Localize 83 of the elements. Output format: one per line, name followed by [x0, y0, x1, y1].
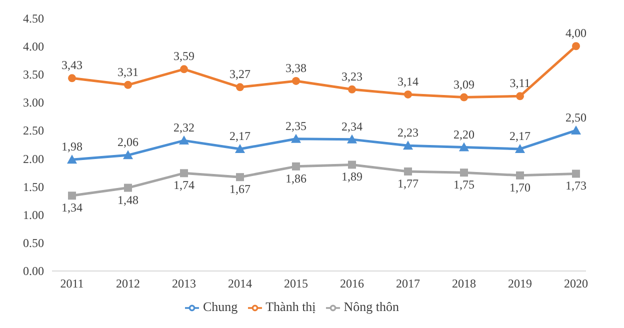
data-label: 1,73	[566, 178, 586, 193]
point	[516, 171, 524, 180]
x-tick-label: 2016	[340, 276, 364, 291]
data-label: 1,77	[398, 176, 418, 190]
x-tick-label: 2012	[116, 276, 140, 291]
data-label: 2,20	[454, 127, 474, 142]
point	[460, 93, 468, 102]
point	[572, 170, 580, 178]
point	[404, 90, 412, 98]
data-label: 1,48	[118, 192, 138, 207]
point	[572, 42, 580, 50]
data-label: 2,17	[510, 128, 530, 143]
y-tick-label: 0.00	[23, 264, 44, 278]
point	[67, 154, 77, 164]
point	[292, 76, 300, 85]
data-label: 2,32	[174, 120, 194, 135]
x-tick-label: 2017	[396, 276, 420, 291]
y-tick-label: 2.50	[23, 124, 44, 138]
legend-label: Thành thị	[266, 298, 316, 314]
data-label: 1,75	[454, 178, 474, 192]
point	[124, 184, 132, 192]
y-tick-label: 3.50	[23, 67, 44, 82]
point	[347, 134, 357, 144]
data-label: 2,06	[118, 135, 138, 150]
y-tick-label: 1.00	[23, 208, 44, 222]
x-tick-label: 2018	[452, 276, 476, 291]
data-label: 3,09	[454, 77, 474, 92]
x-tick-label: 2014	[228, 276, 252, 291]
data-label: 2,23	[398, 126, 418, 140]
point	[516, 92, 524, 100]
data-label: 2,50	[566, 110, 586, 124]
point	[403, 140, 413, 150]
data-label: 3,11	[510, 76, 530, 90]
data-label: 3,23	[342, 69, 362, 84]
data-label: 3,27	[230, 67, 250, 82]
point	[348, 160, 356, 169]
x-tick-label: 2019	[508, 276, 532, 291]
y-tick-label: 3.00	[23, 96, 44, 110]
point	[291, 134, 301, 143]
point	[460, 168, 468, 177]
y-tick-label: 1.50	[23, 180, 44, 194]
point	[571, 125, 581, 134]
point	[348, 85, 356, 94]
point	[404, 167, 412, 176]
y-tick-label: 2.00	[23, 152, 44, 166]
data-label: 1,70	[510, 180, 530, 194]
point	[180, 169, 188, 178]
point	[180, 65, 188, 74]
data-label: 3,43	[62, 58, 82, 72]
y-tick-label: 0.50	[23, 236, 44, 250]
legend-label: Nông thôn	[344, 298, 400, 314]
point	[124, 80, 132, 89]
x-tick-label: 2011	[60, 276, 84, 291]
point	[459, 142, 469, 152]
y-tick-label: 4.00	[23, 39, 44, 54]
legend-label: Chung	[202, 298, 238, 314]
data-label: 2,17	[230, 128, 250, 143]
data-label: 1,89	[342, 170, 362, 184]
point	[123, 150, 133, 160]
point	[515, 144, 525, 153]
x-tick-label: 2013	[172, 276, 196, 291]
data-label: 2,34	[342, 119, 362, 134]
data-label: 2,35	[286, 118, 306, 133]
data-label: 1,34	[62, 200, 82, 215]
point	[236, 173, 244, 182]
y-tick-label: 4.50	[23, 11, 44, 26]
data-label: 3,59	[174, 49, 194, 64]
data-label: 3,31	[118, 64, 138, 79]
point	[235, 144, 245, 153]
point	[68, 192, 76, 200]
data-label: 1,86	[286, 171, 306, 186]
point	[68, 74, 76, 82]
data-label: 3,38	[286, 60, 306, 75]
point	[179, 136, 189, 145]
data-label: 4,00	[566, 26, 586, 40]
data-label: 1,67	[230, 182, 250, 196]
data-label: 1,98	[62, 140, 82, 154]
point	[292, 162, 300, 170]
x-tick-label: 2020	[564, 276, 588, 291]
data-label: 1,74	[174, 178, 194, 192]
data-label: 3,14	[398, 74, 418, 88]
point	[236, 83, 244, 92]
x-tick-label: 2015	[284, 276, 308, 291]
